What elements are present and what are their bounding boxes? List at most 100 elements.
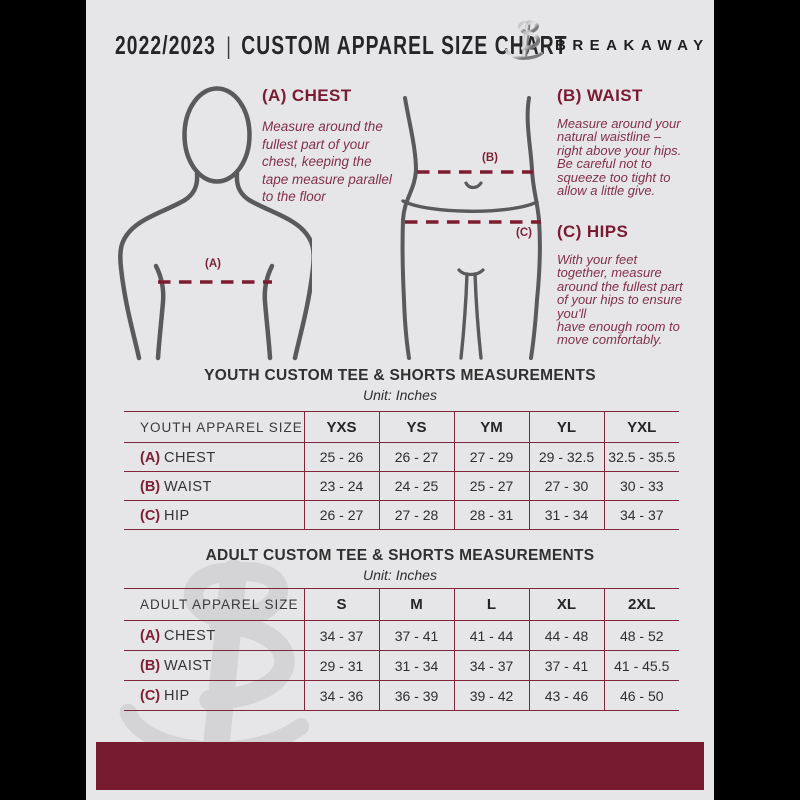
cell-value: 43 - 46 [528,680,605,711]
youth-size-table: YOUTH APPAREL SIZE YXS YS YM YL YXL (A) … [124,411,679,530]
table-row: (B) WAIST 23 - 24 24 - 25 25 - 27 27 - 3… [124,471,679,501]
cell-value: 34 - 37 [303,620,380,651]
table-row: (C) HIP 34 - 36 36 - 39 39 - 42 43 - 46 … [124,680,679,711]
adult-size-xl: XL [528,588,605,621]
cell-value: 26 - 27 [303,500,380,530]
youth-table-header-row: YOUTH APPAREL SIZE YXS YS YM YL YXL [124,411,679,443]
row-label: WAIST [164,478,212,495]
cell-value: 27 - 30 [528,471,605,501]
cell-value: 29 - 32.5 [528,442,605,472]
cell-value: 37 - 41 [528,650,605,681]
adult-table-title: ADULT CUSTOM TEE & SHORTS MEASUREMENTS [205,547,595,564]
cell-value: 31 - 34 [528,500,605,530]
cell-value: 29 - 31 [303,650,380,681]
waistband-curve [401,199,539,213]
youth-size-yxs: YXS [303,411,380,443]
table-row: (A) CHEST 25 - 26 26 - 27 27 - 29 29 - 3… [124,442,679,472]
chest-marker-label: (A) [205,258,221,270]
youth-waist-label-cell: (B) WAIST [124,471,305,501]
youth-size-yxl: YXL [603,411,679,443]
row-prefix: (B) [140,658,161,674]
page-content: 2022/2023 | CUSTOM APPAREL SIZE CHART [86,0,714,800]
cell-value: 28 - 31 [453,500,530,530]
row-label: HIP [164,507,190,524]
row-prefix: (C) [140,507,161,524]
cell-value: 39 - 42 [453,680,530,711]
hips-marker-label: (C) [516,227,532,239]
footer-accent-bar [96,742,704,790]
row-label: CHEST [164,628,216,644]
youth-size-ym: YM [453,411,530,443]
adult-size-2xl: 2XL [603,588,679,621]
cell-value: 23 - 24 [303,471,380,501]
page-title: 2022/2023 | CUSTOM APPAREL SIZE CHART [115,30,568,61]
cell-value: 34 - 37 [453,650,530,681]
waist-guide-section: (B) WAIST Measure around your natural wa… [557,86,714,197]
adult-size-s: S [303,588,380,621]
youth-size-yl: YL [528,411,605,443]
torso-chest-figure [118,86,312,361]
youth-size-header-cell: YOUTH APPAREL SIZE [124,411,305,443]
season-label: 2022/2023 [115,30,216,60]
cell-value: 31 - 34 [378,650,455,681]
youth-chest-label-cell: (A) CHEST [124,442,305,472]
row-prefix: (B) [140,478,161,495]
size-chart-page: 2022/2023 | CUSTOM APPAREL SIZE CHART [86,0,714,800]
adult-table-header-row: ADULT APPAREL SIZE S M L XL 2XL [124,588,679,621]
row-prefix: (C) [140,688,161,704]
adult-size-m: M [378,588,455,621]
cell-value: 26 - 27 [378,442,455,472]
cell-value: 25 - 27 [453,471,530,501]
hips-guide-section: (C) HIPS With your feet together, measur… [557,222,714,347]
hips-description: With your feet together, measure around … [557,252,683,348]
adult-size-table: ADULT APPAREL SIZE S M L XL 2XL (A) CHES… [124,588,679,711]
row-label: WAIST [164,658,212,674]
brand-name: BREAKAWAY [555,37,710,54]
row-label: CHEST [164,449,216,466]
cell-value: 27 - 28 [378,500,455,530]
cell-value: 34 - 36 [303,680,380,711]
row-prefix: (A) [140,449,161,466]
cell-value: 27 - 29 [453,442,530,472]
adult-size-header-cell: ADULT APPAREL SIZE [124,588,305,621]
youth-table-title: YOUTH CUSTOM TEE & SHORTS MEASUREMENTS [204,367,596,384]
row-label: HIP [164,688,190,704]
cell-value: 32.5 - 35.5 [603,442,679,472]
cell-value: 46 - 50 [603,680,679,711]
row-prefix: (A) [140,628,161,644]
hips-heading: (C) HIPS [557,222,629,241]
cell-value: 34 - 37 [603,500,679,530]
cell-value: 36 - 39 [378,680,455,711]
adult-size-l: L [453,588,530,621]
cell-value: 24 - 25 [378,471,455,501]
chest-heading: (A) CHEST [262,86,352,105]
table-row: (B) WAIST 29 - 31 31 - 34 34 - 37 37 - 4… [124,650,679,681]
adult-chest-label-cell: (A) CHEST [124,620,305,651]
cell-value: 48 - 52 [603,620,679,651]
adult-waist-label-cell: (B) WAIST [124,650,305,681]
youth-hip-label-cell: (C) HIP [124,500,305,530]
table-row: (C) HIP 26 - 27 27 - 28 28 - 31 31 - 34 … [124,500,679,530]
adult-hip-label-cell: (C) HIP [124,680,305,711]
cell-value: 30 - 33 [603,471,679,501]
cell-value: 41 - 44 [453,620,530,651]
youth-table-unit: Unit: Inches [363,387,437,403]
navel-mark [464,181,483,190]
figure-head [182,86,252,184]
chest-guide-section: (A) CHEST Measure around the fullest par… [262,86,432,206]
breakaway-logo-icon [505,20,544,60]
chest-description: Measure around the fullest part of your … [262,119,392,204]
youth-size-ys: YS [378,411,455,443]
waist-heading: (B) WAIST [557,86,643,105]
cell-value: 44 - 48 [528,620,605,651]
waist-description: Measure around your natural waistline – … [557,116,682,199]
torso-hips-figure [400,96,542,360]
table-row: (A) CHEST 34 - 37 37 - 41 41 - 44 44 - 4… [124,620,679,651]
title-divider: | [226,33,231,60]
cell-value: 25 - 26 [303,442,380,472]
waist-marker-label: (B) [482,152,498,164]
adult-table-unit: Unit: Inches [363,567,437,583]
cell-value: 41 - 45.5 [603,650,679,681]
cell-value: 37 - 41 [378,620,455,651]
